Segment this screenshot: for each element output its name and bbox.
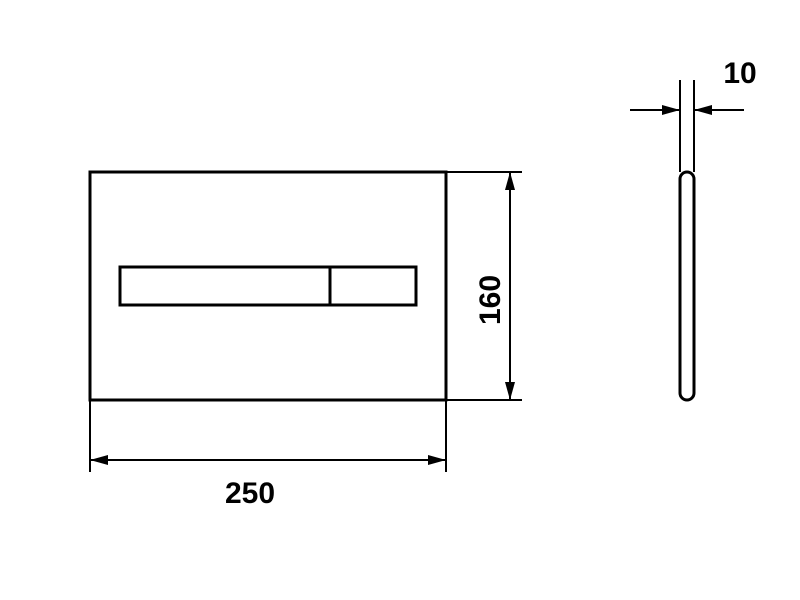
button-slot-outline <box>120 267 416 305</box>
dim-height-label: 160 <box>474 275 507 325</box>
side-profile-outline <box>680 172 694 400</box>
technical-drawing: 250 160 10 <box>0 0 800 600</box>
dim-width-label: 250 <box>225 477 275 510</box>
dim-thick-label: 10 <box>723 57 756 90</box>
front-plate-outline <box>90 172 446 400</box>
